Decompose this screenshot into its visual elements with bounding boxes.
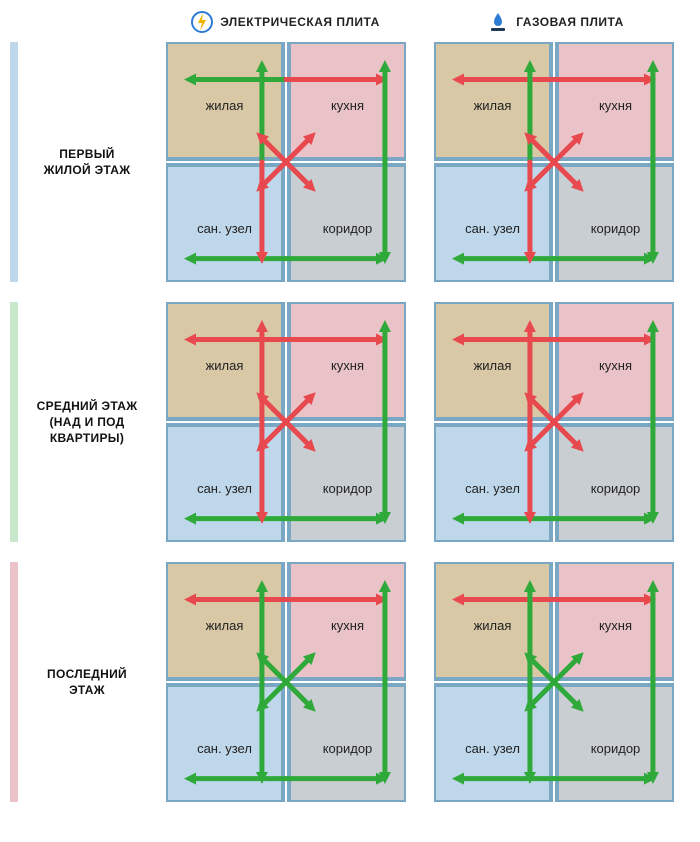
column-headers: ЭЛЕКТРИЧЕСКАЯ ПЛИТА ГАЗОВАЯ ПЛИТА [10, 10, 690, 34]
room-label: сан. узел [465, 741, 520, 756]
col-head-gas: ГАЗОВАЯ ПЛИТА [420, 10, 690, 34]
row-label: СРЕДНИЙ ЭТАЖ(НАД И ПОДКВАРТИРЫ) [37, 398, 138, 447]
row-label: ПЕРВЫЙЖИЛОЙ ЭТАЖ [44, 146, 131, 178]
room-label: жилая [206, 98, 244, 113]
room-label: коридор [591, 481, 641, 496]
room-label: коридор [323, 741, 373, 756]
col-head-electric: ЭЛЕКТРИЧЕСКАЯ ПЛИТА [150, 10, 420, 34]
room-label: кухня [331, 618, 364, 633]
col-head-gas-label: ГАЗОВАЯ ПЛИТА [516, 15, 624, 29]
panel-electric: жилая кухня сан. узел коридор [166, 302, 406, 542]
panel-electric: жилая кухня сан. узел коридор [166, 562, 406, 802]
room-label: сан. узел [197, 481, 252, 496]
room-label: кухня [331, 98, 364, 113]
panel-gas: жилая кухня сан. узел коридор [434, 42, 674, 282]
room-label: жилая [474, 358, 512, 373]
floor-row: СРЕДНИЙ ЭТАЖ(НАД И ПОДКВАРТИРЫ) жилая кухн… [10, 302, 690, 542]
room-label: кухня [331, 358, 364, 373]
row-color-bar [10, 42, 18, 282]
room-label: сан. узел [197, 221, 252, 236]
floor-row: ПОСЛЕДНИЙЭТАЖжилаякухнясан. узелкоридорж… [10, 562, 690, 802]
panel-gas: жилая кухня сан. узел коридор [434, 562, 674, 802]
row-color-bar [10, 562, 18, 802]
room-label: жилая [474, 98, 512, 113]
floor-row: ПЕРВЫЙЖИЛОЙ ЭТАЖ жилая кухня сан. узел корид… [10, 42, 690, 282]
row-label: ПОСЛЕДНИЙЭТАЖ [47, 666, 127, 698]
room-label: сан. узел [465, 481, 520, 496]
room-label: сан. узел [465, 221, 520, 236]
room-label: сан. узел [197, 741, 252, 756]
room-label: жилая [206, 618, 244, 633]
row-color-bar [10, 302, 18, 542]
room-label: жилая [206, 358, 244, 373]
room-label: жилая [474, 618, 512, 633]
room-label: коридор [591, 221, 641, 236]
col-head-electric-label: ЭЛЕКТРИЧЕСКАЯ ПЛИТА [220, 15, 380, 29]
panel-electric: жилая кухня сан. узел коридор [166, 42, 406, 282]
room-label: коридор [323, 481, 373, 496]
gas-icon [486, 10, 510, 34]
rows-host: ПЕРВЫЙЖИЛОЙ ЭТАЖ жилая кухня сан. узел корид… [10, 42, 690, 802]
room-label: кухня [599, 98, 632, 113]
room-label: коридор [591, 741, 641, 756]
room-label: коридор [323, 221, 373, 236]
panel-gas: жилая кухня сан. узел коридор [434, 302, 674, 542]
room-label: кухня [599, 358, 632, 373]
electric-icon [190, 10, 214, 34]
room-label: кухня [599, 618, 632, 633]
diagram-root: ЭЛЕКТРИЧЕСКАЯ ПЛИТА ГАЗОВАЯ ПЛИТА ПЕРВЫЙ… [0, 0, 700, 842]
